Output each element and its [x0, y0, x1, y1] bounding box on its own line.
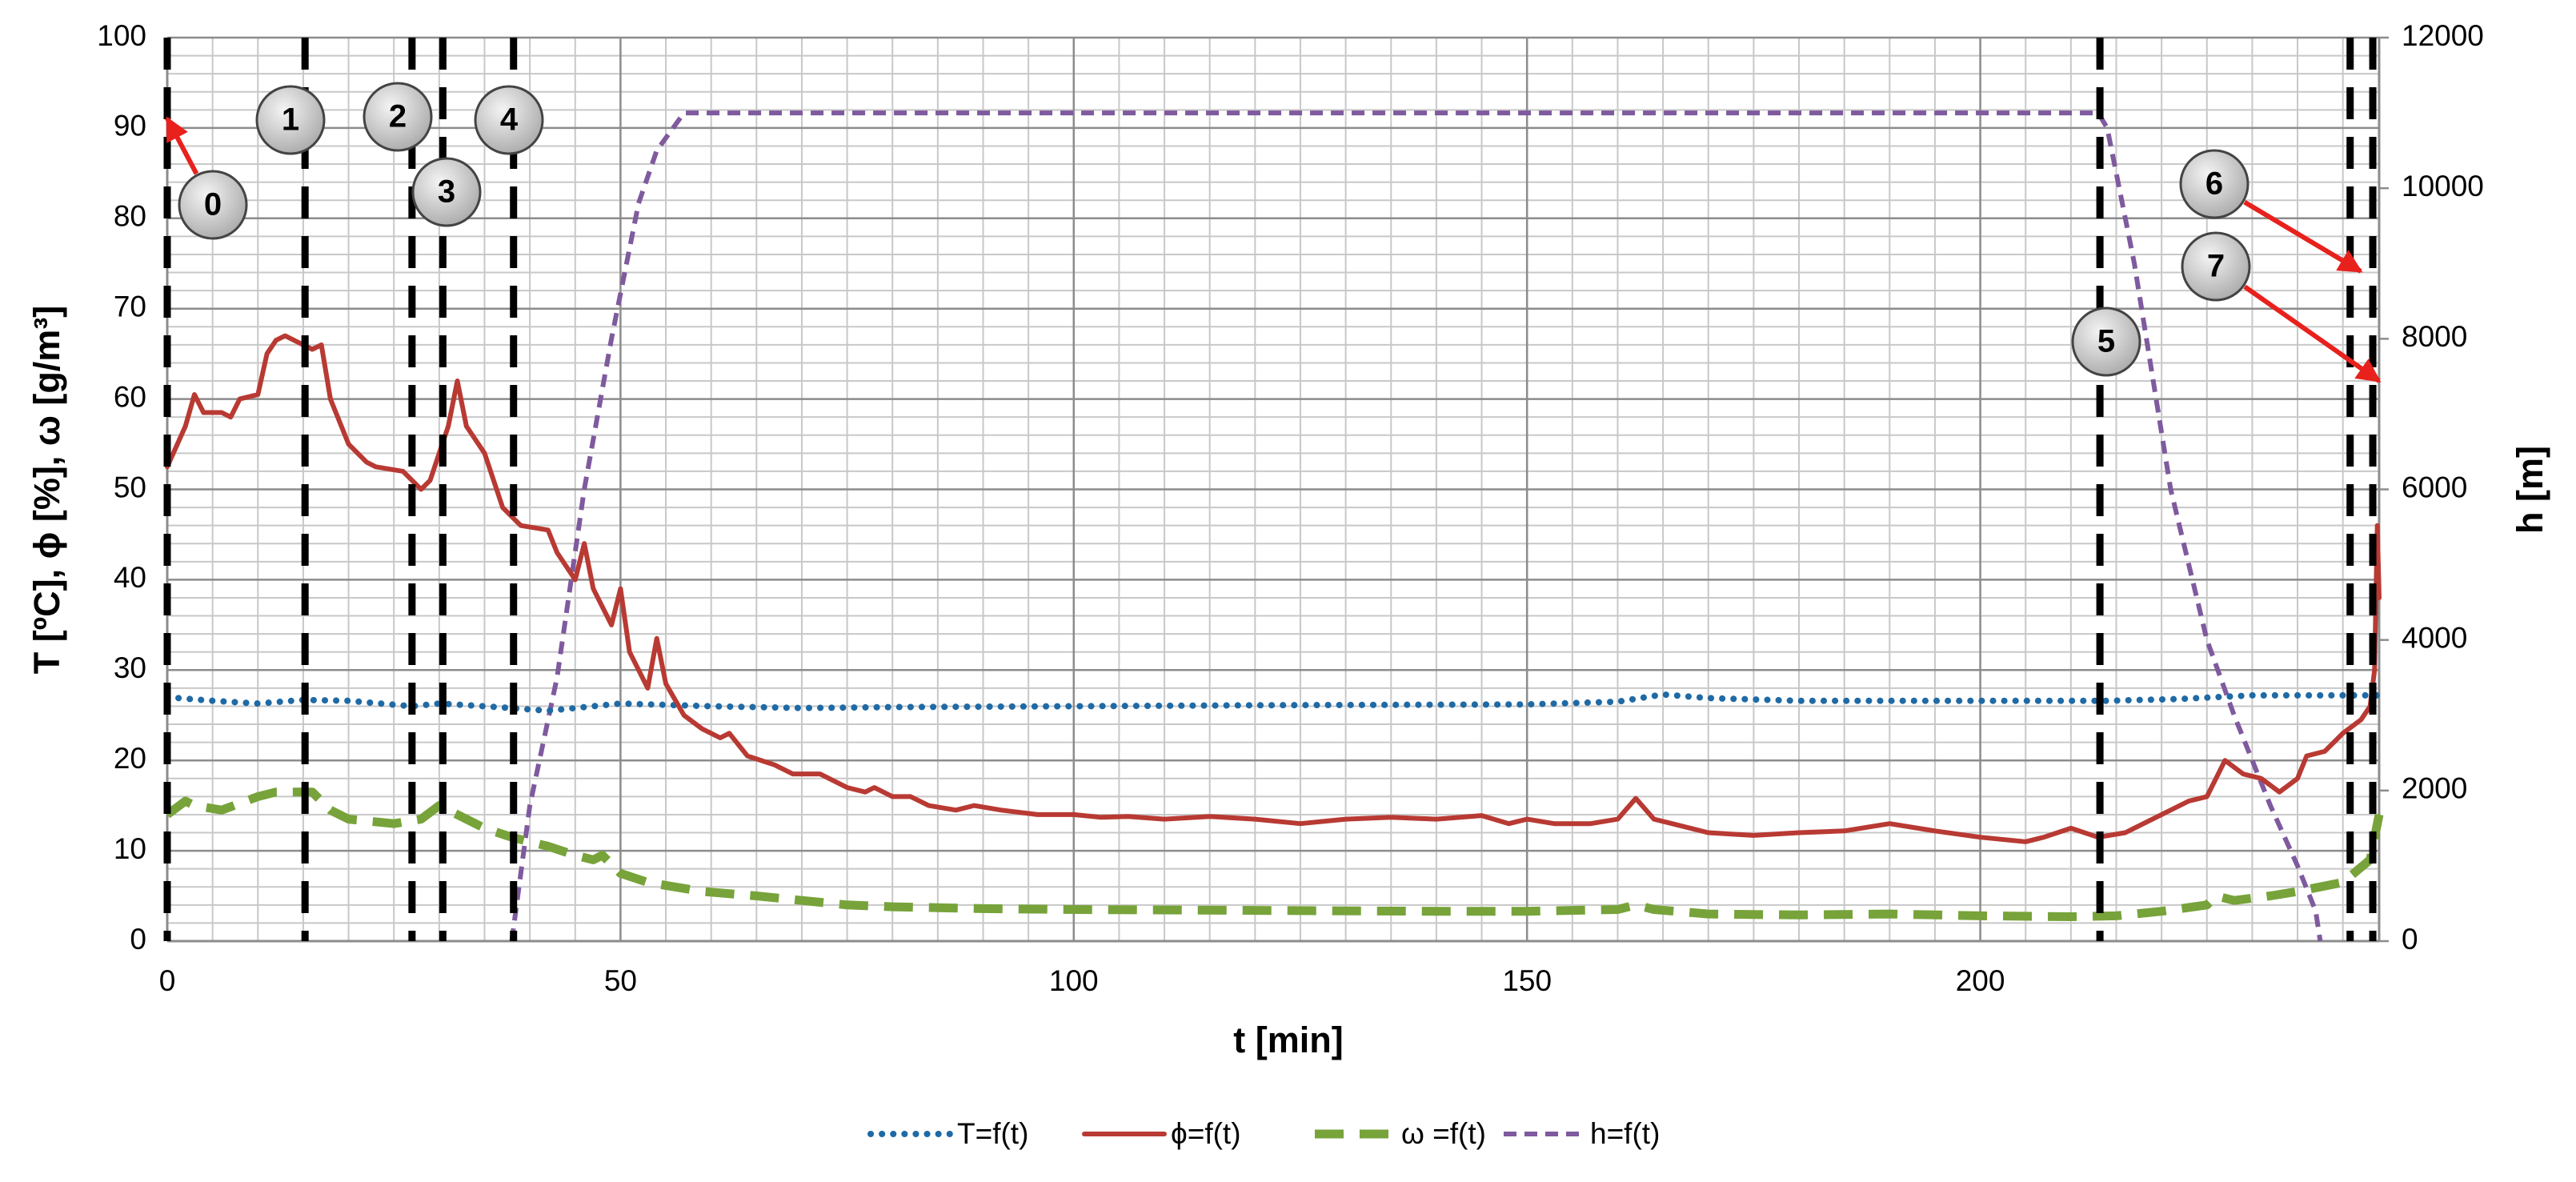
- y-tick-label: 60: [114, 380, 146, 413]
- annotation-arrow: [165, 116, 199, 175]
- annotation-circle: [255, 85, 326, 155]
- y-tick-label: 0: [130, 923, 146, 956]
- annotation-label: 2: [389, 99, 407, 134]
- y-tick-label: 50: [114, 471, 146, 503]
- series-line: [164, 691, 2382, 715]
- x-axis-title: t [min]: [1233, 1020, 1343, 1060]
- legend-label: h=f(t): [1590, 1117, 1660, 1150]
- x-tick-label: 100: [1049, 964, 1099, 997]
- y2-tick-label: 2000: [2402, 772, 2467, 805]
- annotation-label: 0: [204, 187, 222, 222]
- y2-tick-label: 0: [2402, 923, 2418, 956]
- y-tick-label: 10: [114, 832, 146, 865]
- annotation-circle: [2071, 307, 2141, 377]
- y2-tick-label: 12000: [2402, 19, 2484, 52]
- annotation-label: 7: [2207, 249, 2225, 284]
- annotation-arrow: [2243, 284, 2382, 383]
- annotation-label: 1: [282, 102, 299, 138]
- y-tick-label: 70: [114, 290, 146, 323]
- y-axis-title: T [ºC], ϕ [%], ω [g/m³]: [26, 306, 67, 675]
- x-tick-label: 200: [1956, 964, 2005, 997]
- y-tick-label: 40: [114, 561, 146, 594]
- y2-tick-label: 6000: [2402, 471, 2467, 503]
- legend-label: ϕ=f(t): [1171, 1117, 1241, 1150]
- y2-tick-label: 8000: [2402, 320, 2467, 353]
- annotation-label: 6: [2205, 166, 2223, 202]
- annotation-circle: [178, 170, 248, 240]
- annotation-circle: [2179, 149, 2249, 219]
- annotation-circle: [363, 82, 433, 152]
- series-line: [164, 787, 2384, 921]
- x-tick-label: 0: [159, 964, 176, 997]
- y-tick-label: 80: [114, 200, 146, 233]
- annotation-circle: [474, 85, 544, 155]
- y-tick-label: 30: [114, 651, 146, 684]
- annotation-circle: [411, 157, 482, 227]
- legend-label: ω =f(t): [1401, 1117, 1486, 1150]
- y-tick-label: 90: [114, 110, 146, 142]
- series-line: [509, 110, 2323, 942]
- annotation-arrow: [2243, 199, 2363, 274]
- annotation-label: 5: [2097, 324, 2115, 359]
- y2-axis-title: h [m]: [2510, 446, 2550, 534]
- y2-tick-label: 4000: [2402, 621, 2467, 654]
- annotation-circle: [2181, 231, 2251, 302]
- annotation-label: 4: [500, 102, 519, 138]
- annotation-label: 3: [438, 174, 455, 210]
- y-tick-label: 100: [97, 19, 146, 52]
- y-tick-label: 20: [114, 742, 146, 775]
- legend-label: T=f(t): [957, 1117, 1028, 1150]
- x-tick-label: 50: [604, 964, 637, 997]
- y2-tick-label: 10000: [2402, 170, 2484, 202]
- x-tick-label: 150: [1502, 964, 1552, 997]
